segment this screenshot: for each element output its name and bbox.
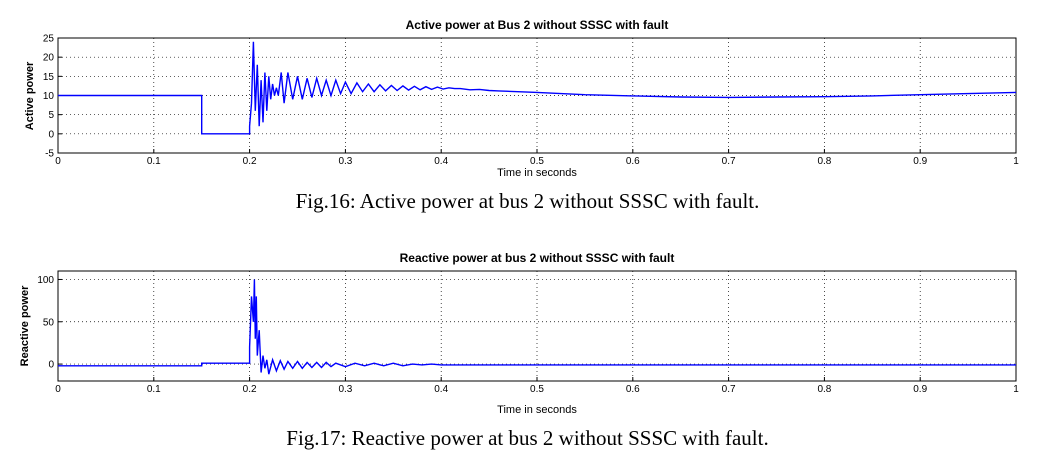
tick-labels: 0 0.1 0.2 0.3 0.4 0.5 0.6 0.7 0.8 0.9 1-5051015202… [43, 34, 1019, 168]
y-tick-label: 25 [43, 34, 55, 45]
x-tick-label: 0.8 [817, 384, 831, 395]
x-tick-label: 0.5 [530, 384, 544, 395]
x-tick-label: 0.6 [626, 156, 640, 167]
x-tick-label: 0.5 [530, 156, 544, 167]
x-tick-label: 0 [55, 156, 61, 167]
y-tick-label: 20 [43, 53, 55, 64]
chart-title: Active power at Bus 2 without SSSC with … [406, 18, 669, 32]
y-tick-label: 0 [48, 360, 54, 371]
x-tick-label: 0.6 [626, 384, 640, 395]
chart-title: Reactive power at bus 2 without SSSC wit… [400, 251, 675, 265]
x-tick-label: 0.3 [338, 156, 352, 167]
y-axis-label: Active power [24, 61, 36, 130]
reactive-power-figure: Reactive power at bus 2 without SSSC wit… [0, 240, 1055, 425]
active-power-series-line [58, 41, 1017, 135]
reactive-power-chart: Reactive power at bus 2 without SSSC wit… [19, 251, 1019, 416]
x-tick-label: 0.7 [722, 384, 736, 395]
x-tick-label: 0.1 [147, 156, 161, 167]
x-tick-label: 0.7 [722, 156, 736, 167]
figure-17-caption: Fig.17: Reactive power at bus 2 without … [286, 426, 769, 450]
y-tick-label: 15 [43, 72, 55, 83]
y-tick-label: -5 [45, 149, 54, 160]
y-tick-label: 0 [48, 129, 54, 140]
x-tick-label: 0.3 [338, 384, 352, 395]
x-tick-label: 0.2 [243, 156, 257, 167]
reactive-power-series-line [58, 279, 1016, 375]
x-tick-label: 1 [1013, 384, 1019, 395]
x-tick-label: 0 [55, 384, 61, 395]
figure-16-caption: Fig.16: Active power at bus 2 without SS… [295, 189, 760, 213]
y-tick-label: 100 [37, 275, 54, 286]
x-axis-label: Time in seconds [497, 167, 577, 179]
y-tick-label: 50 [43, 317, 55, 328]
x-tick-label: 0.1 [147, 384, 161, 395]
active-power-figure: Active power at Bus 2 without SSSC with … [0, 0, 1055, 185]
x-tick-label: 0.2 [243, 384, 257, 395]
y-tick-label: 10 [43, 91, 55, 102]
y-axis-label: Reactive power [19, 285, 31, 366]
x-tick-label: 0.4 [434, 384, 448, 395]
y-tick-label: 5 [48, 110, 54, 121]
tick-labels: 0 0.1 0.2 0.3 0.4 0.5 0.6 0.7 0.8 0.9 1 0 50 100 [37, 275, 1019, 395]
x-tick-label: 0.9 [913, 384, 927, 395]
x-tick-label: 1 [1013, 156, 1019, 167]
x-axis-label: Time in seconds [497, 404, 577, 416]
x-tick-label: 0.8 [817, 156, 831, 167]
x-tick-label: 0.9 [913, 156, 927, 167]
x-tick-label: 0.4 [434, 156, 448, 167]
active-power-chart: Active power at Bus 2 without SSSC with … [24, 18, 1019, 179]
